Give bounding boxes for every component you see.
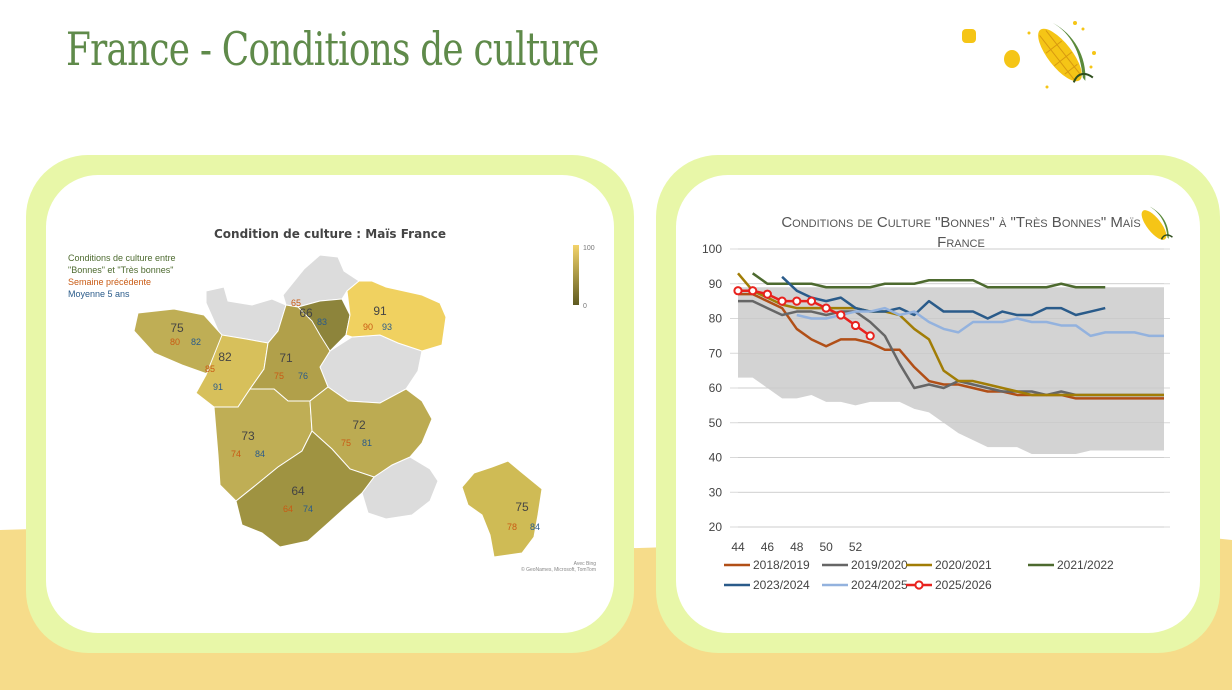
label-occitanie-avg: 74 — [303, 504, 313, 514]
legend-5yr-average: Moyenne 5 ans — [68, 289, 130, 299]
y-tick-label: 100 — [702, 242, 722, 256]
map-credit-sources: © GeoNames, Microsoft, TomTom — [521, 566, 596, 573]
x-axis-ticks: 44 46 48 50 52 — [731, 540, 862, 554]
x-tick-label: 48 — [790, 540, 804, 554]
chart-panel: Conditions de Culture "Bonnes" à "Très B… — [656, 155, 1220, 653]
series-line-2023/2024 — [781, 275, 1106, 320]
map-panel: Condition de culture : Maïs France Condi… — [26, 155, 634, 653]
label-corse-current: 75 — [515, 500, 529, 514]
chart-panel-inner: Conditions de Culture "Bonnes" à "Très B… — [676, 175, 1200, 633]
color-scale-bar — [573, 245, 579, 305]
label-bretagne-previous: 80 — [170, 337, 180, 347]
chart-legend: 2018/2019 2019/2020 2020/2021 2021/2022 2023… — [724, 558, 1114, 592]
series-line-2020/2021 — [737, 272, 1164, 397]
label-centre-previous: 75 — [274, 371, 284, 381]
label-pdl-current: 82 — [218, 350, 232, 364]
legend-label: 2023/2024 — [753, 578, 810, 592]
map-panel-inner: Condition de culture : Maïs France Condi… — [46, 175, 614, 633]
series-point-2025/2026 — [836, 310, 846, 320]
corn-icon-small — [1141, 206, 1173, 240]
x-tick-label: 50 — [819, 540, 833, 554]
label-ara-current: 72 — [352, 418, 366, 432]
label-corse-previous: 78 — [507, 522, 517, 532]
label-naq-avg: 84 — [255, 449, 265, 459]
legend-marker-2025/2026 — [914, 580, 924, 590]
y-tick-label: 90 — [709, 277, 723, 291]
label-occitanie-current: 64 — [291, 484, 305, 498]
label-naq-previous: 74 — [231, 449, 241, 459]
label-corse-avg: 84 — [530, 522, 540, 532]
label-grand-est-avg: 93 — [382, 322, 392, 332]
x-tick-label: 52 — [849, 540, 863, 554]
legend-label: 2021/2022 — [1057, 558, 1114, 572]
color-scale-max: 100 — [583, 245, 595, 252]
map-credit-bing: Avec Bing — [574, 561, 597, 567]
y-tick-label: 50 — [709, 416, 723, 430]
label-idf-avg: 83 — [317, 317, 327, 327]
legend-current-line1: Conditions de culture entre — [68, 253, 176, 263]
series-line-2025/2026 — [738, 289, 871, 337]
label-ara-previous: 75 — [341, 438, 351, 448]
label-centre-avg: 76 — [298, 371, 308, 381]
legend-current-line2: "Bonnes" et "Très bonnes" — [68, 265, 174, 275]
series-point-2025/2026 — [762, 289, 772, 299]
label-idf-current: 66 — [299, 306, 313, 320]
series-point-2025/2026 — [850, 320, 861, 331]
series-line-2021/2022 — [751, 272, 1106, 289]
x-tick-label: 44 — [731, 540, 745, 554]
legend-previous-week: Semaine précédente — [68, 277, 152, 287]
y-axis-ticks: 20 30 40 50 60 70 80 90 100 — [702, 242, 722, 534]
label-bretagne-current: 75 — [170, 321, 184, 335]
chart-series — [733, 272, 1164, 400]
legend-label: 2024/2025 — [851, 578, 908, 592]
y-tick-label: 60 — [709, 381, 723, 395]
y-tick-label: 30 — [709, 485, 723, 499]
label-pdl-avg: 91 — [213, 382, 223, 392]
series-point-2025/2026 — [792, 296, 802, 306]
label-pdl-previous: 85 — [205, 364, 215, 374]
label-bretagne-avg: 82 — [191, 337, 201, 347]
y-tick-label: 70 — [709, 346, 723, 360]
label-grand-est-previous: 90 — [363, 322, 373, 332]
series-point-2025/2026 — [748, 286, 758, 296]
legend-label: 2019/2020 — [851, 558, 908, 572]
legend-label: 2025/2026 — [935, 578, 992, 592]
label-grand-est-current: 91 — [373, 304, 387, 318]
line-chart: 20 30 40 50 60 70 80 90 100 44 46 48 50 52 2018/2019… — [702, 242, 1170, 592]
region-grand-est — [345, 280, 447, 352]
label-idf-previous: 65 — [291, 298, 301, 308]
corn-icon — [962, 21, 1096, 89]
region-labels: 75 80 82 82 85 91 71 75 76 66 65 83 91 9… — [170, 298, 540, 532]
label-centre-current: 71 — [279, 351, 293, 365]
page-title: France - Conditions de culture — [66, 22, 599, 76]
color-scale-min: 0 — [583, 303, 587, 310]
x-tick-label: 46 — [761, 540, 775, 554]
range-band-area — [738, 287, 1164, 455]
series-point-2025/2026 — [821, 303, 831, 313]
series-point-2025/2026 — [806, 296, 817, 306]
region-corse — [461, 460, 543, 558]
region-occitanie — [235, 430, 375, 548]
y-tick-label: 20 — [709, 520, 723, 534]
legend-label: 2020/2021 — [935, 558, 992, 572]
y-tick-label: 80 — [709, 312, 723, 326]
five-year-range-band — [738, 248, 1164, 528]
france-map: 100 0 75 80 82 82 85 91 — [133, 245, 597, 573]
chart-title: Conditions de Culture "Bonnes" à "Très B… — [781, 214, 1141, 251]
y-tick-label: 40 — [709, 451, 723, 465]
series-line-2024/2025 — [796, 306, 1164, 338]
series-point-2025/2026 — [865, 331, 875, 341]
label-ara-avg: 81 — [362, 438, 372, 448]
map-title: Condition de culture : Maïs France — [214, 227, 446, 241]
label-naq-current: 73 — [241, 429, 255, 443]
legend-label: 2018/2019 — [753, 558, 810, 572]
series-point-2025/2026 — [777, 296, 787, 306]
series-point-2025/2026 — [733, 286, 743, 296]
label-occitanie-previous: 64 — [283, 504, 293, 514]
